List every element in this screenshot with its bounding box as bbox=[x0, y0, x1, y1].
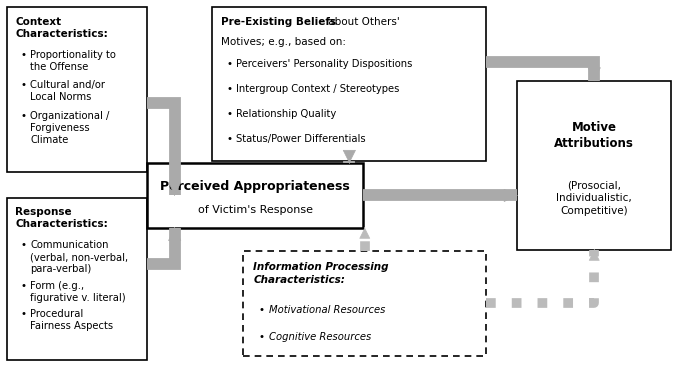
Text: Intergroup Context / Stereotypes: Intergroup Context / Stereotypes bbox=[236, 84, 399, 94]
Text: Cultural and/or
Local Norms: Cultural and/or Local Norms bbox=[30, 80, 105, 102]
Text: (Prosocial,
Individualistic,
Competitive): (Prosocial, Individualistic, Competitive… bbox=[556, 181, 632, 215]
Text: Status/Power Differentials: Status/Power Differentials bbox=[236, 134, 365, 143]
Text: Relationship Quality: Relationship Quality bbox=[236, 109, 336, 119]
FancyBboxPatch shape bbox=[7, 198, 147, 360]
Text: Form (e.g.,
figurative v. literal): Form (e.g., figurative v. literal) bbox=[30, 281, 126, 303]
Text: Motive
Attributions: Motive Attributions bbox=[554, 121, 634, 150]
Text: Information Processing
Characteristics:: Information Processing Characteristics: bbox=[253, 262, 389, 285]
Text: •: • bbox=[21, 240, 27, 250]
Text: Pre-Existing Beliefs: Pre-Existing Beliefs bbox=[221, 17, 336, 26]
Text: •: • bbox=[226, 59, 232, 69]
Text: Cognitive Resources: Cognitive Resources bbox=[269, 332, 371, 342]
Text: Motivational Resources: Motivational Resources bbox=[269, 305, 385, 315]
Text: •: • bbox=[21, 281, 27, 291]
FancyBboxPatch shape bbox=[212, 7, 486, 161]
Text: •: • bbox=[21, 111, 27, 121]
Text: Procedural
Fairness Aspects: Procedural Fairness Aspects bbox=[30, 309, 113, 331]
Text: Perceivers' Personality Dispositions: Perceivers' Personality Dispositions bbox=[236, 59, 412, 69]
Text: •: • bbox=[259, 332, 265, 342]
FancyBboxPatch shape bbox=[147, 163, 363, 228]
Text: Context
Characteristics:: Context Characteristics: bbox=[15, 17, 108, 39]
Text: •: • bbox=[21, 80, 27, 90]
Text: Response
Characteristics:: Response Characteristics: bbox=[15, 207, 108, 229]
FancyBboxPatch shape bbox=[243, 251, 486, 356]
Text: •: • bbox=[226, 109, 232, 119]
Text: about Others': about Others' bbox=[325, 17, 399, 26]
Text: Organizational /
Forgiveness
Climate: Organizational / Forgiveness Climate bbox=[30, 111, 110, 145]
FancyBboxPatch shape bbox=[7, 7, 147, 172]
Text: •: • bbox=[21, 50, 27, 59]
Text: •: • bbox=[226, 134, 232, 143]
Text: of Victim's Response: of Victim's Response bbox=[198, 205, 312, 215]
Text: •: • bbox=[259, 305, 265, 315]
Text: •: • bbox=[226, 84, 232, 94]
Text: Motives; e.g., based on:: Motives; e.g., based on: bbox=[221, 37, 345, 47]
Text: Communication
(verbal, non-verbal,
para-verbal): Communication (verbal, non-verbal, para-… bbox=[30, 240, 128, 275]
Text: Proportionality to
the Offense: Proportionality to the Offense bbox=[30, 50, 116, 72]
FancyBboxPatch shape bbox=[517, 81, 671, 250]
Text: •: • bbox=[21, 309, 27, 319]
Text: Perceived Appropriateness: Perceived Appropriateness bbox=[160, 180, 350, 193]
